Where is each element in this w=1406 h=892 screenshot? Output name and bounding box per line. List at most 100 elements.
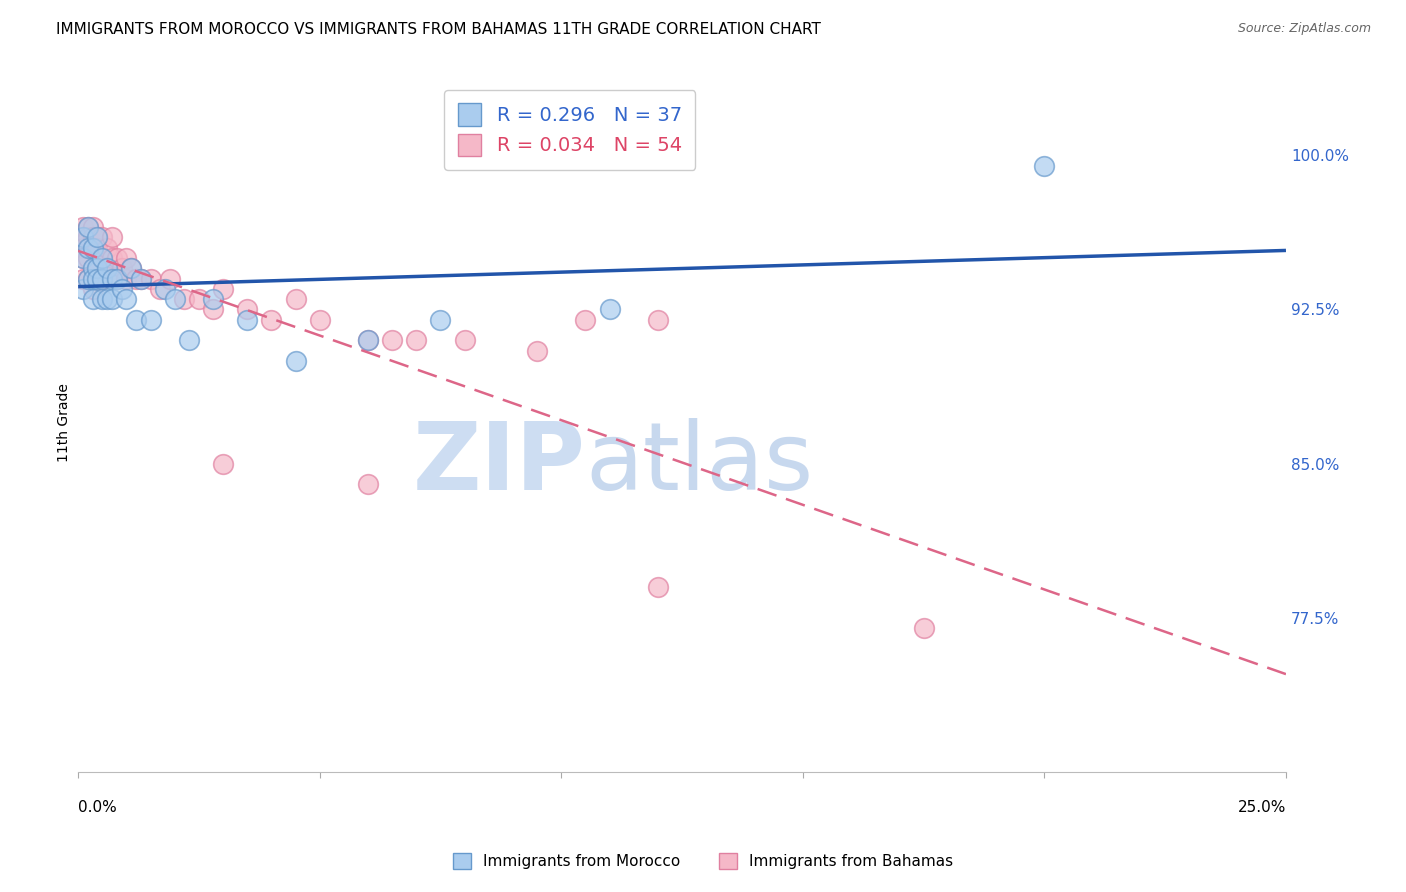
Point [284, 292, 307, 306]
Point [405, 333, 427, 347]
Point [82, 230, 104, 244]
Point [153, 282, 176, 296]
Point [105, 271, 128, 285]
Point [187, 292, 209, 306]
Point [647, 580, 669, 594]
Point [86, 241, 108, 255]
Point [212, 282, 235, 296]
Point [82, 292, 104, 306]
Text: 25.0%: 25.0% [1237, 800, 1286, 815]
Point [82, 241, 104, 255]
Point [82, 261, 104, 276]
Point [129, 271, 152, 285]
Point [105, 271, 128, 285]
Point [115, 292, 138, 306]
Text: Source: ZipAtlas.com: Source: ZipAtlas.com [1237, 22, 1371, 36]
Point [76, 251, 98, 265]
Point [82, 220, 104, 235]
Point [308, 312, 330, 326]
Point [101, 292, 124, 306]
Point [284, 354, 307, 368]
Point [202, 302, 225, 317]
Point [110, 261, 132, 276]
Point [179, 333, 201, 347]
Point [72, 241, 94, 255]
Point [260, 312, 283, 326]
Point [91, 271, 114, 285]
Point [574, 312, 596, 326]
Point [76, 230, 98, 244]
Point [429, 312, 451, 326]
Point [72, 271, 94, 285]
Point [129, 271, 152, 285]
Point [91, 292, 114, 306]
Point [236, 312, 259, 326]
Point [163, 292, 186, 306]
Point [96, 261, 118, 276]
Point [1033, 159, 1056, 173]
Point [96, 241, 118, 255]
Point [159, 271, 181, 285]
Point [86, 230, 108, 244]
Point [212, 457, 235, 471]
Point [72, 230, 94, 244]
Point [139, 271, 162, 285]
Point [86, 271, 108, 285]
Point [357, 333, 380, 347]
Point [91, 230, 114, 244]
Point [120, 261, 142, 276]
Point [76, 271, 98, 285]
Point [72, 251, 94, 265]
Point [86, 261, 108, 276]
Point [912, 621, 935, 635]
Point [72, 282, 94, 296]
Point [125, 312, 148, 326]
Legend: Immigrants from Morocco, Immigrants from Bahamas: Immigrants from Morocco, Immigrants from… [447, 847, 959, 875]
Point [357, 477, 380, 491]
Point [101, 271, 124, 285]
Point [72, 251, 94, 265]
Point [72, 220, 94, 235]
Legend: R = 0.296   N = 37, R = 0.034   N = 54: R = 0.296 N = 37, R = 0.034 N = 54 [444, 90, 696, 169]
Point [381, 333, 404, 347]
Point [599, 302, 621, 317]
Point [202, 292, 225, 306]
Point [125, 271, 148, 285]
Point [120, 261, 142, 276]
Point [139, 312, 162, 326]
Point [76, 220, 98, 235]
Point [149, 282, 172, 296]
Point [91, 251, 114, 265]
Point [526, 343, 548, 358]
Point [82, 271, 104, 285]
Point [173, 292, 195, 306]
Y-axis label: 11th Grade: 11th Grade [58, 383, 72, 462]
Point [82, 282, 104, 296]
Point [105, 251, 128, 265]
Text: IMMIGRANTS FROM MOROCCO VS IMMIGRANTS FROM BAHAMAS 11TH GRADE CORRELATION CHART: IMMIGRANTS FROM MOROCCO VS IMMIGRANTS FR… [56, 22, 821, 37]
Point [96, 261, 118, 276]
Point [101, 251, 124, 265]
Point [82, 241, 104, 255]
Point [91, 251, 114, 265]
Point [76, 241, 98, 255]
Point [82, 261, 104, 276]
Point [86, 230, 108, 244]
Point [101, 230, 124, 244]
Point [72, 230, 94, 244]
Point [110, 282, 132, 296]
Point [236, 302, 259, 317]
Text: 0.0%: 0.0% [79, 800, 117, 815]
Point [357, 333, 380, 347]
Point [76, 220, 98, 235]
Text: ZIP: ZIP [412, 418, 585, 510]
Point [115, 251, 138, 265]
Point [76, 271, 98, 285]
Point [115, 271, 138, 285]
Text: atlas: atlas [585, 418, 814, 510]
Point [453, 333, 475, 347]
Point [91, 271, 114, 285]
Point [96, 292, 118, 306]
Point [86, 261, 108, 276]
Point [647, 312, 669, 326]
